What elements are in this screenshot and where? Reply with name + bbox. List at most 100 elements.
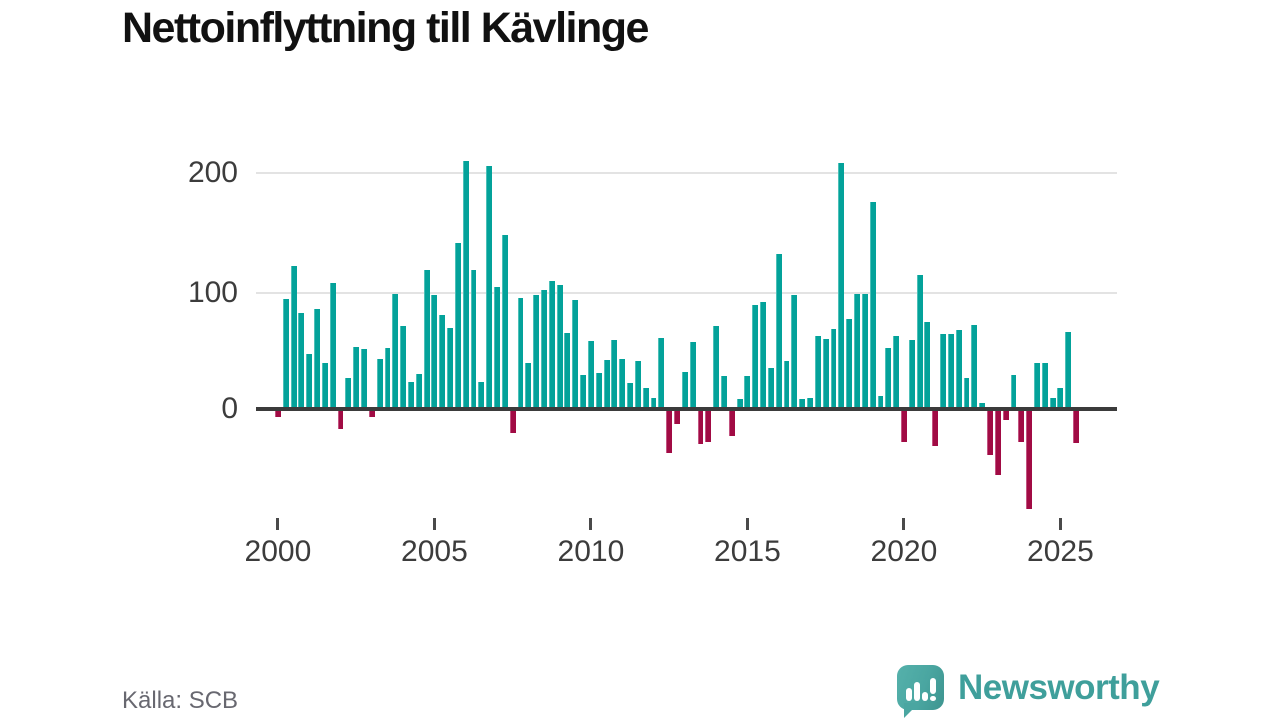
bar [775,253,782,407]
bar [705,411,712,442]
bar [674,411,680,424]
bar-series [274,140,1080,540]
bar [298,312,305,407]
bar [282,298,289,407]
bar [603,359,610,407]
bar [541,290,547,407]
bar [807,397,813,407]
x-axis-label-2020: 2020 [870,535,938,568]
y-axis-label-0: 0 [221,392,238,425]
bar [353,346,360,407]
bar [431,295,438,407]
bar [1065,331,1072,407]
bar [979,403,986,407]
bar [932,411,939,447]
bar [290,265,297,407]
bar [415,374,422,407]
bar [306,354,313,407]
bar [1034,363,1040,407]
bar [963,377,970,407]
bar [439,315,446,407]
bar [517,297,524,407]
bar [947,334,954,407]
bar [1018,411,1025,442]
bar [321,363,328,407]
x-axis-label-2025: 2025 [1027,535,1094,568]
bar [314,309,320,407]
bar [274,411,281,417]
bar [752,304,759,407]
bar [368,411,375,417]
bar [501,235,508,407]
bar [580,375,587,407]
bar [1002,411,1009,421]
bar [470,270,477,407]
gridline-100 [256,292,1117,294]
y-axis-label-200: 200 [187,156,238,189]
bar [760,302,767,407]
bar [791,295,798,407]
bar [345,377,352,407]
bar [955,330,962,407]
bar [361,349,367,407]
bar [376,358,383,407]
bar [767,368,774,407]
bar [556,284,563,407]
bar [533,295,540,407]
bar [329,283,336,407]
bar [642,388,649,407]
bar [400,325,407,407]
bar [666,411,673,454]
bar [587,341,594,407]
bar [987,411,993,455]
bar [994,411,1001,475]
bar [713,325,720,407]
bar [830,329,837,407]
x-axis-tick-2025 [1058,518,1062,530]
bar [627,383,633,407]
bar [634,361,641,407]
bar [462,161,469,407]
bar [384,348,391,407]
bar [525,363,532,407]
bar [486,165,493,407]
bar [595,372,602,407]
x-axis-tick-2000 [276,518,280,530]
bar [1026,411,1033,509]
y-axis-label-100: 100 [187,276,238,309]
x-axis-tick-2005 [432,518,436,530]
bar [611,339,618,407]
bar [924,322,931,407]
bar [509,411,516,434]
bar [846,318,853,407]
bar [799,398,806,407]
bar [564,332,571,407]
bar [721,376,727,407]
x-axis-label-2010: 2010 [557,535,625,568]
newsworthy-wordmark: Newsworthy [958,667,1160,707]
source-note: Källa: SCB [122,687,239,714]
bar [337,411,344,429]
bar [869,202,876,407]
bar [1041,363,1048,407]
bar [900,411,907,442]
newsworthy-badge-icon [897,665,944,710]
x-axis-label-2015: 2015 [714,535,781,568]
bar [619,358,626,407]
bar [658,337,665,407]
bar [908,339,915,407]
bar [916,275,923,407]
x-axis-tick-2020 [902,518,906,530]
chart-title: Nettoinflyttning till Kävlinge [122,4,649,52]
bar [940,334,946,407]
bar [854,294,860,407]
bar [736,398,743,407]
bar [744,376,751,407]
bar [478,382,485,407]
bar [454,243,461,407]
x-axis-label-2000: 2000 [244,535,312,568]
newsworthy-logo: Newsworthy [897,665,1160,710]
bar [548,281,555,407]
bar [971,324,978,407]
